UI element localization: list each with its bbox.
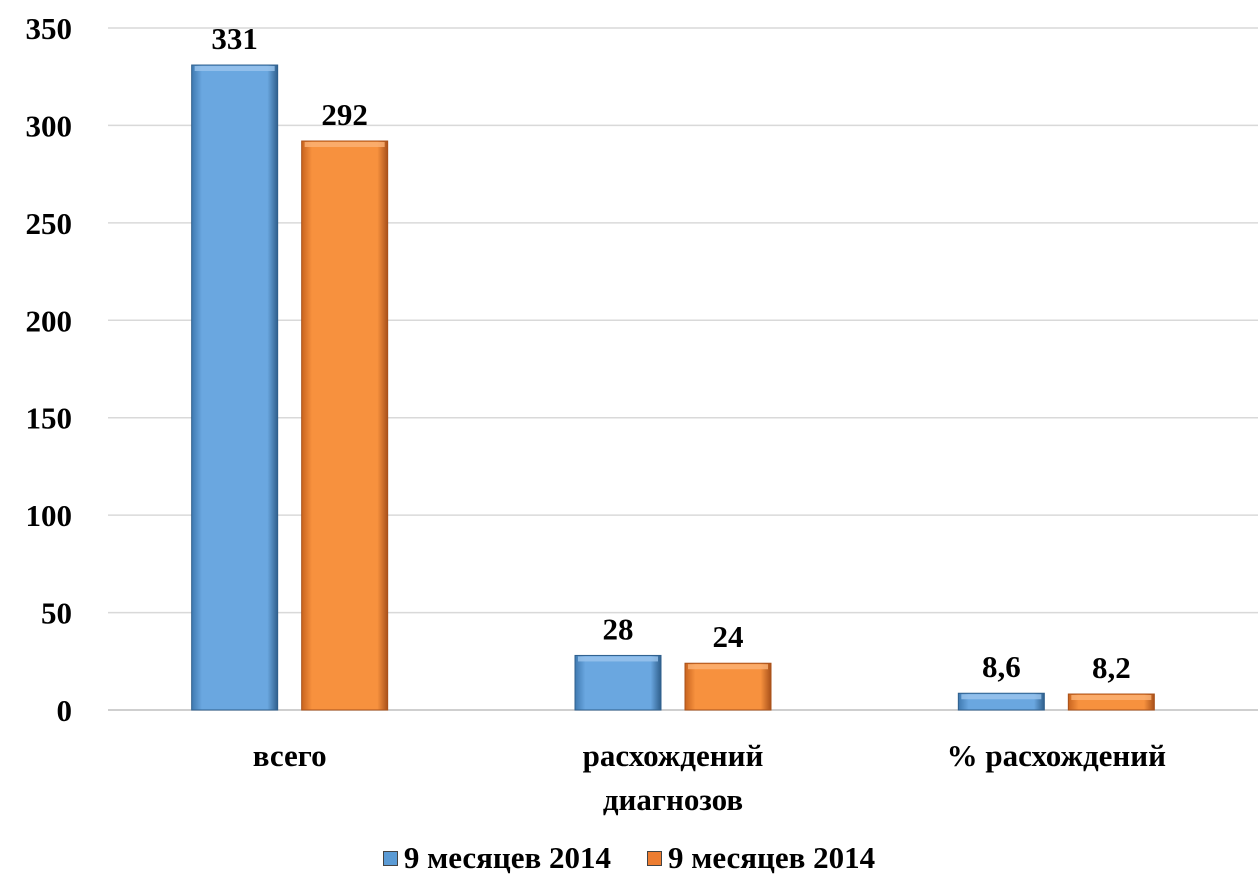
bar-bevel bbox=[304, 142, 385, 148]
y-tick-label: 300 bbox=[26, 108, 73, 143]
data-label: 292 bbox=[321, 97, 368, 132]
data-label: 8,2 bbox=[1092, 650, 1131, 685]
y-tick-label: 250 bbox=[26, 206, 73, 241]
bar-chart: 0 50 100 150 200 250 300 350 331 292 28 24 8,6 8,2 в… bbox=[26, 11, 1258, 817]
legend-swatch-orange bbox=[647, 850, 662, 866]
bar-bevel bbox=[688, 664, 768, 670]
gridlines bbox=[108, 27, 1258, 711]
y-tick-label: 200 bbox=[26, 303, 73, 338]
bar-bevel bbox=[578, 656, 658, 662]
data-labels: 331 292 28 24 8,6 8,2 bbox=[211, 21, 1130, 685]
bar-orange bbox=[684, 662, 772, 711]
legend-item-series-1: 9 месяцев 2014 bbox=[382, 840, 611, 876]
data-label: 24 bbox=[713, 619, 744, 654]
legend-item-series-2: 9 месяцев 2014 bbox=[647, 840, 875, 876]
bar-blue bbox=[191, 64, 279, 711]
data-label: 8,6 bbox=[982, 649, 1021, 684]
y-tick-label: 100 bbox=[26, 498, 73, 533]
category-label: всего bbox=[253, 738, 327, 773]
bar-bevel bbox=[961, 694, 1042, 700]
category-label: расхождений bbox=[583, 738, 764, 773]
bars bbox=[191, 64, 1155, 711]
bar-orange bbox=[301, 140, 389, 711]
y-axis-ticks: 0 50 100 150 200 250 300 350 bbox=[26, 11, 73, 728]
data-label: 331 bbox=[211, 21, 258, 56]
y-tick-label: 150 bbox=[26, 401, 73, 436]
category-label: диагнозов bbox=[603, 782, 743, 817]
y-tick-label: 0 bbox=[57, 693, 73, 728]
data-label: 28 bbox=[603, 611, 634, 646]
legend-label-series-2: 9 месяцев 2014 bbox=[668, 840, 876, 875]
bar-bevel bbox=[1071, 695, 1152, 701]
y-tick-label: 50 bbox=[41, 596, 72, 631]
legend-label-series-1: 9 месяцев 2014 bbox=[403, 840, 611, 875]
bar-bevel bbox=[194, 66, 275, 72]
category-label: % расхождений bbox=[947, 738, 1167, 773]
legend: 9 месяцев 2014 9 месяцев 2014 bbox=[0, 840, 1258, 876]
bar-blue bbox=[574, 654, 662, 711]
x-axis-categories: всего расхождений диагнозов % расхождений bbox=[253, 738, 1166, 817]
y-tick-label: 350 bbox=[26, 11, 73, 46]
legend-swatch-blue bbox=[382, 850, 398, 866]
